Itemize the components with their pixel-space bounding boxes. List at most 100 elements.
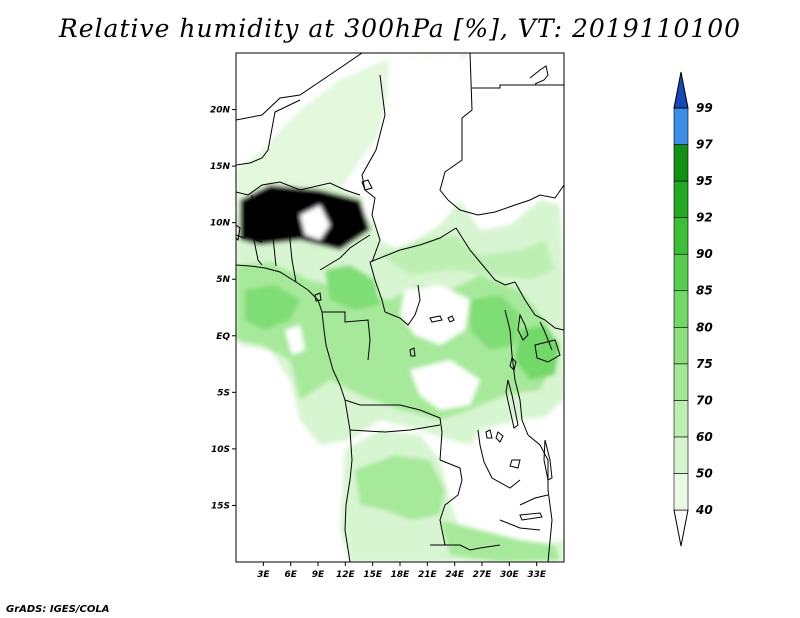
border-segment bbox=[319, 234, 371, 271]
border-segment bbox=[472, 84, 564, 89]
dry-area-sudan bbox=[455, 53, 564, 215]
lat-tick-label: 10S bbox=[211, 445, 230, 455]
lon-tick-label: 27E bbox=[473, 570, 493, 580]
coastline-west-africa bbox=[236, 264, 353, 562]
legend-swatch bbox=[673, 144, 689, 182]
lon-tick-label: 30E bbox=[500, 570, 520, 580]
lake-kivu bbox=[509, 357, 517, 371]
lake-victoria bbox=[534, 339, 561, 363]
legend-top-arrow bbox=[673, 71, 689, 109]
humidity-area-zambia bbox=[440, 520, 560, 562]
humidity-area-congo bbox=[470, 295, 520, 350]
legend-label: 97 bbox=[696, 138, 713, 152]
humidity-field bbox=[236, 53, 564, 562]
lake-volta-small bbox=[236, 224, 241, 242]
border-segment bbox=[349, 424, 441, 433]
border-segment bbox=[477, 429, 521, 489]
border-segment bbox=[439, 53, 473, 201]
small-lake bbox=[409, 347, 416, 357]
lon-tick-label: 12E bbox=[336, 570, 356, 580]
dry-area-east bbox=[455, 415, 564, 520]
humidity-area-northeast bbox=[380, 235, 555, 280]
lat-tick-label: 20N bbox=[210, 106, 231, 116]
border-segment bbox=[499, 519, 541, 531]
lon-tick-label: 15E bbox=[363, 570, 383, 580]
legend-swatch bbox=[673, 217, 689, 255]
border-segment bbox=[289, 209, 297, 283]
lon-tick-label: 6E bbox=[284, 570, 297, 580]
border-segment bbox=[519, 494, 549, 506]
legend-bottom-arrow bbox=[673, 509, 689, 547]
legend-label: 85 bbox=[696, 284, 713, 298]
border-segment bbox=[236, 99, 301, 166]
legend-label: 40 bbox=[695, 503, 713, 517]
latitude-axis: 20N 15N 10N 5N EQ 5S 10S 15S bbox=[210, 106, 236, 511]
border-segment bbox=[236, 53, 363, 121]
nile-line bbox=[539, 321, 553, 351]
lake-tanganyika bbox=[505, 379, 519, 429]
legend-label: 60 bbox=[696, 430, 713, 444]
longitude-axis: 3E 6E 9E 12E 15E 18E 21E 24E 27E 30E 33E bbox=[257, 562, 547, 580]
color-legend: 40 50 60 70 75 80 85 90 92 95 97 99 bbox=[673, 71, 713, 547]
border-segment bbox=[251, 195, 263, 266]
lake-malawi bbox=[543, 439, 553, 481]
legend-swatch bbox=[673, 436, 689, 474]
lake-bangweulu bbox=[509, 459, 521, 469]
border-segment bbox=[504, 309, 529, 436]
lon-tick-label: 3E bbox=[257, 570, 270, 580]
border-segment bbox=[236, 231, 263, 243]
legend-swatch bbox=[673, 253, 689, 292]
legend-swatch bbox=[673, 290, 689, 328]
legend-swatch bbox=[673, 363, 689, 401]
dry-area-chad bbox=[360, 53, 470, 240]
legend-label: 70 bbox=[696, 393, 713, 407]
small-lake bbox=[429, 315, 443, 323]
lon-tick-label: 9E bbox=[312, 570, 325, 580]
legend-swatch bbox=[673, 180, 689, 218]
legend-swatch bbox=[673, 107, 689, 145]
lon-tick-label: 21E bbox=[418, 570, 438, 580]
red-sea-coast bbox=[529, 65, 549, 85]
lake-albert bbox=[517, 313, 529, 341]
lat-tick-label: 15S bbox=[211, 501, 230, 511]
humidity-area-angola bbox=[355, 455, 445, 520]
legend-swatch bbox=[673, 400, 689, 438]
dry-area-gabon bbox=[285, 325, 305, 355]
lake-mweru bbox=[495, 431, 504, 443]
legend-label: 75 bbox=[696, 357, 713, 371]
lon-tick-label: 33E bbox=[527, 570, 547, 580]
lat-tick-label: 15N bbox=[210, 162, 231, 172]
legend-label: 92 bbox=[696, 211, 713, 225]
border-segment bbox=[527, 434, 553, 562]
legend-swatch bbox=[673, 473, 689, 511]
grads-credit: GrADS: IGES/COLA bbox=[6, 604, 110, 615]
legend-label: 80 bbox=[696, 320, 713, 334]
small-lake bbox=[447, 315, 455, 323]
border-segment bbox=[236, 181, 361, 196]
small-lake bbox=[485, 429, 493, 439]
lat-tick-label: 10N bbox=[210, 219, 231, 229]
border-segment bbox=[322, 311, 371, 361]
border-segment bbox=[384, 284, 421, 326]
legend-label: 50 bbox=[696, 466, 713, 480]
border-segment bbox=[430, 544, 501, 551]
legend-label: 99 bbox=[696, 101, 713, 115]
border-segment bbox=[344, 399, 443, 461]
border-segment bbox=[369, 261, 386, 313]
legend-label: 95 bbox=[696, 174, 713, 188]
humidity-area-gulf-guinea bbox=[245, 285, 300, 330]
lake-kariba bbox=[519, 512, 543, 521]
humidity-area-cameroon bbox=[325, 265, 380, 310]
country-borders bbox=[236, 53, 564, 562]
border-segment bbox=[439, 459, 463, 546]
dry-area-nigeria bbox=[300, 205, 330, 240]
border-segment bbox=[514, 281, 564, 331]
border-segment bbox=[369, 227, 516, 286]
map-title: Relative humidity at 300hPa [%], VT: 201… bbox=[58, 14, 742, 43]
lat-tick-label: 5S bbox=[217, 388, 230, 398]
lat-tick-label: 5N bbox=[216, 275, 230, 285]
dry-area-drc-center bbox=[400, 285, 470, 345]
border-segment bbox=[265, 194, 277, 267]
lake-chad bbox=[361, 179, 373, 191]
